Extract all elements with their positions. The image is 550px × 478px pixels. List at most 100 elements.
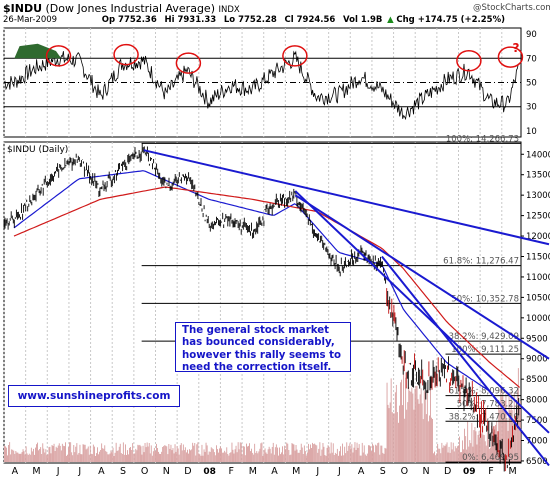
volume-bar [432,419,433,462]
volume-bar [436,453,438,462]
volume-bar [43,448,45,462]
volume-bar [488,448,490,462]
volume-bar [138,445,140,462]
volume-bar [364,454,366,462]
volume-bar [165,445,167,462]
volume-bar [349,443,351,462]
volume-bar [478,431,480,462]
volume-bar [59,445,61,462]
volume-bar [442,447,444,462]
volume-bar [142,445,144,462]
volume-bar [384,447,386,462]
volume-bar [279,447,280,462]
volume-bar [246,443,247,462]
volume-bar [171,450,173,462]
volume-bar [518,404,520,462]
volume-bar [166,446,168,462]
x-tick-label: 09 [463,467,476,477]
volume-bar [224,450,226,462]
volume-bar [508,394,510,462]
volume-bar [355,450,357,462]
quote-change: Chg +174.75 (+2.25%) [396,15,505,25]
volume-bar [108,454,110,462]
volume-bar [391,412,393,462]
rsi-tick-label: 30 [526,103,537,113]
change-arrow: ▲ [387,15,394,25]
volume-bar [273,454,275,462]
volume-bar [257,453,259,462]
volume-bar [190,450,191,462]
volume-bar [502,388,504,462]
volume-bar [194,443,196,462]
volume-bar [221,448,222,462]
price-tick-label: 8500 [526,375,548,385]
volume-bar [348,445,350,462]
volume-bar [80,454,82,462]
volume-bar [119,443,121,462]
volume-bar [417,399,419,462]
volume-bar [201,444,203,462]
volume-bar [47,454,49,462]
volume-bar [132,443,134,462]
fibonacci-label: 100%: 14,266.73 [446,134,519,144]
volume-bar [365,455,367,462]
volume-bar [317,452,319,462]
volume-bar [135,448,137,462]
volume-bar [24,454,26,462]
volume-bar [137,444,139,462]
volume-bar [30,447,32,462]
volume-bar [157,448,158,462]
volume-bar [302,454,304,462]
volume-bar [56,447,58,462]
volume-bar [163,446,165,462]
volume-bar [231,442,233,462]
volume-bar [399,405,400,462]
volume-bar [510,391,512,462]
rsi-tick-label: 70 [526,54,537,64]
volume-bar [71,452,73,462]
volume-bar [258,451,260,462]
volume-bar [338,455,339,462]
fibonacci-label: 38.2%: 9,429.09 [449,332,519,342]
volume-bar [217,449,218,462]
volume-bar [209,451,211,462]
volume-bar [268,446,270,462]
volume-bar [10,454,12,462]
volume-bar [57,445,59,462]
volume-bar [27,455,29,462]
rsi-tick-label: 10 [526,127,537,137]
volume-bar [398,422,399,462]
volume-bar [240,443,242,462]
volume-bar [320,455,322,462]
volume-bar [281,452,282,462]
price-tick-label: 13500 [526,171,550,181]
volume-bar [414,388,416,462]
volume-bar [250,451,251,462]
volume-bar [483,435,485,462]
volume-bar [76,443,78,462]
volume-bar [313,444,315,462]
quote-date: 26-Mar-2009 [3,15,58,25]
x-tick-label: J [337,466,341,477]
volume-bar [415,385,417,462]
volume-bar [144,443,146,462]
trendline [294,194,550,360]
volume-bar [336,448,338,462]
x-tick-label: M [292,466,300,477]
volume-bar [87,446,89,462]
volume-bar [241,454,243,462]
volume-bar [109,453,111,462]
volume-bar [34,454,35,462]
question-mark: ? [512,41,519,55]
volume-bar [46,455,48,462]
volume-bar [360,455,362,462]
fibonacci-label: 50%: 7,783.21 [457,399,519,409]
volume-bar [416,385,418,462]
volume-bar [162,447,164,462]
volume-bar [236,452,238,462]
volume-bar [282,446,283,462]
volume-bar [269,448,271,462]
volume-bar [168,444,170,462]
volume-bar [184,447,186,462]
